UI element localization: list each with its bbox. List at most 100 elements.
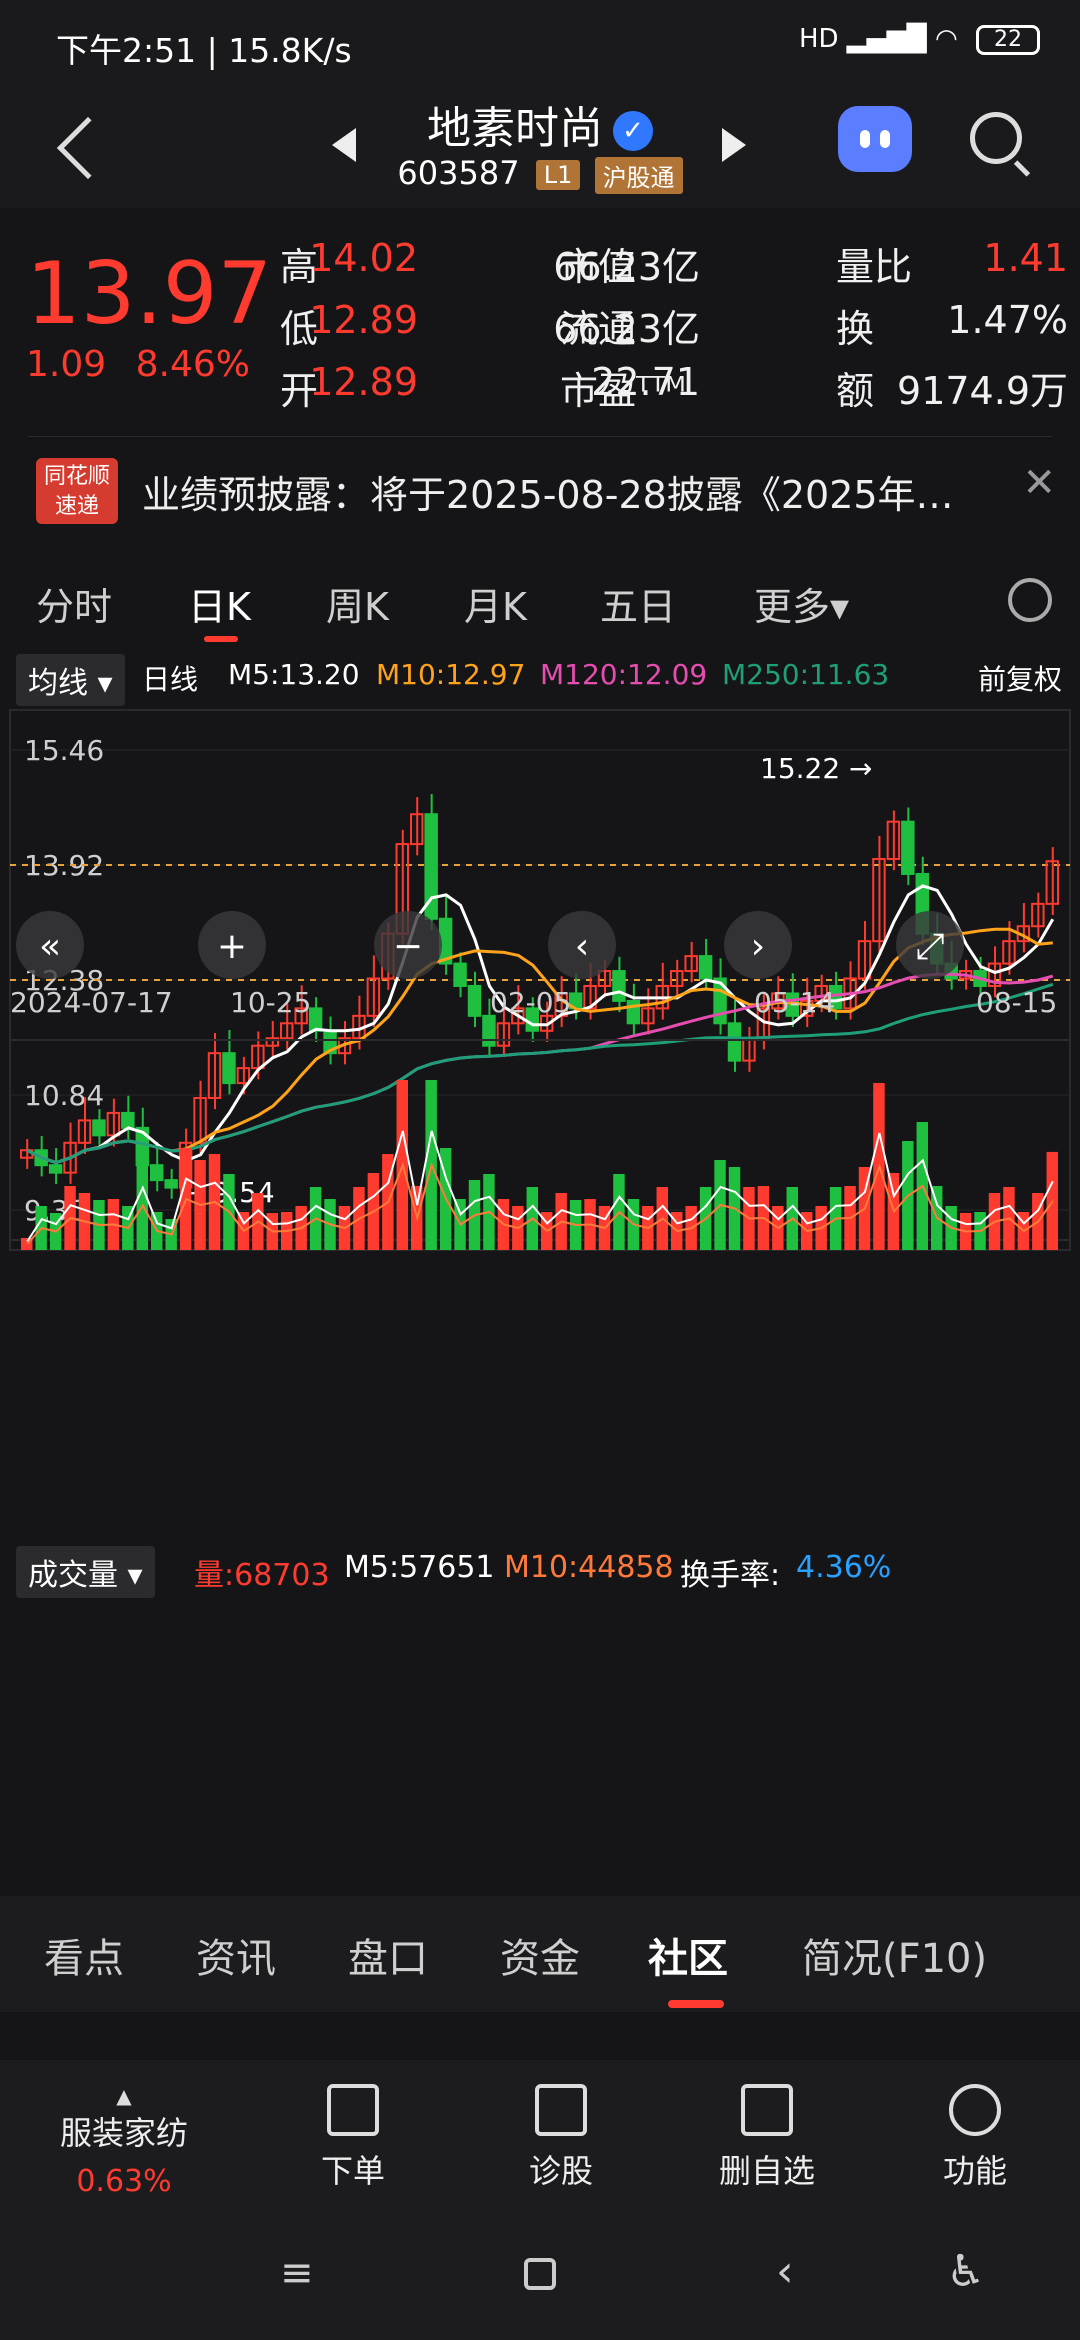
volume-frame: [9, 1039, 1071, 1251]
candle-body: [164, 1179, 178, 1189]
candle-body: [236, 1067, 251, 1085]
sector-change: 0.63%: [76, 2164, 172, 2199]
volume-m5: M5:57651: [344, 1550, 495, 1585]
action-bar: ▲ 服装家纺 0.63% 下单 诊股 删自选 功能: [0, 2060, 1080, 2210]
tab-intraday[interactable]: 分时: [36, 585, 113, 629]
stock-code-row: 603587 L1 沪股通: [0, 154, 1080, 194]
next-stock-icon[interactable]: [722, 128, 746, 162]
quote-value: 12.89: [309, 360, 418, 404]
tab-weekly-k[interactable]: 周K: [326, 585, 389, 629]
close-icon[interactable]: ✕: [1022, 460, 1056, 506]
candle-body: [828, 984, 843, 1010]
tab-five-day[interactable]: 五日: [600, 585, 677, 629]
accessibility-icon[interactable]: ♿: [946, 2246, 986, 2297]
ths-logo: 同花顺 速递: [36, 458, 118, 524]
quote-label: 市盈ᵀᵀᴹ: [560, 369, 686, 413]
next-icon: [724, 911, 792, 979]
zoom-out-icon: [374, 911, 442, 979]
notice-banner[interactable]: 同花顺 速递 业绩预披露：将于2025-08-28披露《2025年… ✕: [0, 436, 1080, 546]
zoom-control-glyph: «: [39, 926, 61, 967]
remove-watchlist-icon: [741, 2084, 793, 2136]
candle-body: [670, 970, 684, 987]
turnover-label: 换手率:: [680, 1558, 781, 1593]
recent-apps-icon[interactable]: ≡: [280, 2250, 314, 2296]
search-icon[interactable]: [970, 112, 1022, 164]
tab-news[interactable]: 资讯: [196, 1936, 276, 1982]
quote-label: 流通: [560, 307, 637, 351]
remove-watchlist-button[interactable]: 删自选: [692, 2084, 842, 2192]
function-button[interactable]: 功能: [900, 2084, 1050, 2192]
tab-profile-f10[interactable]: 简况(F10): [802, 1936, 988, 1982]
candle-body: [482, 1014, 496, 1047]
candle-body: [698, 955, 713, 980]
candle-body: [294, 1007, 308, 1025]
candle-body: [857, 940, 872, 980]
quote-value: 66.23亿: [553, 245, 700, 289]
candle-body: [1045, 860, 1059, 905]
candle-body: [467, 984, 482, 1017]
quote-value: 22.71: [591, 360, 700, 404]
candle-body: [106, 1111, 121, 1137]
candle-body: [987, 962, 1002, 987]
quote-label: 高: [280, 245, 319, 289]
volume-m10: M10:44858: [504, 1550, 674, 1585]
prev-stock-icon[interactable]: [332, 128, 356, 162]
tab-community[interactable]: 社区: [648, 1936, 728, 1982]
chart-tabs: 分时 日K 周K 月K 五日 更多▾: [0, 560, 1080, 650]
ma10-value: M10:12.97: [376, 658, 526, 691]
candle-body: [713, 977, 727, 1025]
candle-body: [410, 813, 424, 846]
stock-title: 地素时尚 ✓: [0, 92, 1080, 156]
tab-funds[interactable]: 资金: [500, 1936, 580, 1982]
candle-body: [901, 820, 915, 875]
candle-body: [453, 962, 467, 987]
candle-body: [886, 820, 901, 861]
volume-bar: [21, 1238, 33, 1250]
menu-icon: [949, 2084, 1001, 2136]
zoom-control-glyph: ⤢: [916, 926, 945, 967]
expand-up-icon: ▲: [116, 2084, 132, 2108]
tab-daily-k[interactable]: 日K: [188, 585, 251, 629]
diagnose-label: 诊股: [528, 2152, 593, 2190]
wifi-icon: ◠: [935, 24, 958, 54]
assistant-robot-icon[interactable]: [838, 106, 912, 172]
sector-info[interactable]: ▲ 服装家纺 0.63%: [24, 2084, 224, 2199]
candle-body: [77, 1119, 92, 1144]
candle-body: [207, 1052, 222, 1099]
market-tag: 沪股通: [594, 156, 683, 194]
status-time: 下午2:51 | 15.8K/s: [56, 31, 352, 70]
tab-order-book[interactable]: 盘口: [348, 1936, 428, 1982]
current-price: 13.97: [26, 244, 273, 344]
order-button[interactable]: 下单: [278, 2084, 428, 2192]
diagnose-button[interactable]: 诊股: [486, 2084, 636, 2192]
sector-name: 服装家纺: [59, 2114, 188, 2152]
change-value: 1.09: [26, 344, 107, 385]
tab-more[interactable]: 更多▾: [754, 585, 850, 629]
signal-icon: ▂▄▆█: [846, 24, 927, 54]
system-back-icon[interactable]: ‹: [776, 2246, 794, 2297]
y-tick-label: 15.46: [24, 734, 104, 767]
candle-body: [626, 999, 641, 1025]
quote-label: 低: [280, 307, 319, 351]
candle-body: [222, 1052, 236, 1085]
tab-monthly-k[interactable]: 月K: [464, 585, 527, 629]
adjust-mode[interactable]: 前复权: [977, 663, 1062, 696]
fullscreen-icon: [896, 911, 964, 979]
period-label: 日线: [142, 663, 199, 696]
tab-highlights[interactable]: 看点: [44, 1936, 124, 1982]
diagnose-icon: [535, 2084, 587, 2136]
candle-body: [684, 955, 698, 973]
order-icon: [327, 2084, 379, 2136]
ma250-value: M250:11.63: [722, 658, 890, 691]
y-tick-label: 10.84: [24, 1079, 104, 1112]
candle-body: [1002, 940, 1016, 965]
quote-value: 1.47%: [947, 298, 1068, 342]
candle-body: [121, 1111, 135, 1129]
ma-selector[interactable]: 均线 ▾: [16, 654, 125, 706]
quote-panel: 13.97 1.09 8.46% 高 14.02 市值 66.23亿 量比 1.41 低 12…: [0, 208, 1080, 430]
ma-legend: 均线 ▾ 日线 M5:13.20 M10:12.97 M120:12.09 M2…: [0, 648, 1080, 706]
settings-icon[interactable]: [1008, 578, 1052, 622]
volume-selector[interactable]: 成交量 ▾: [16, 1546, 155, 1598]
home-icon[interactable]: [524, 2258, 556, 2290]
